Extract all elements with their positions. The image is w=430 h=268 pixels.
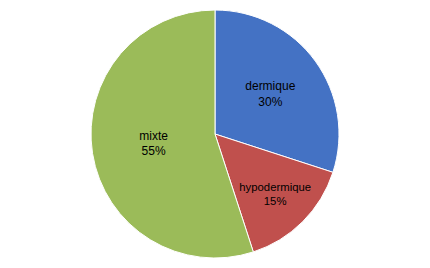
svg-text:mixte55%: mixte55% bbox=[139, 129, 168, 159]
svg-text:hypodermique15%: hypodermique15% bbox=[239, 181, 311, 208]
svg-text:dermique30%: dermique30% bbox=[245, 79, 295, 109]
